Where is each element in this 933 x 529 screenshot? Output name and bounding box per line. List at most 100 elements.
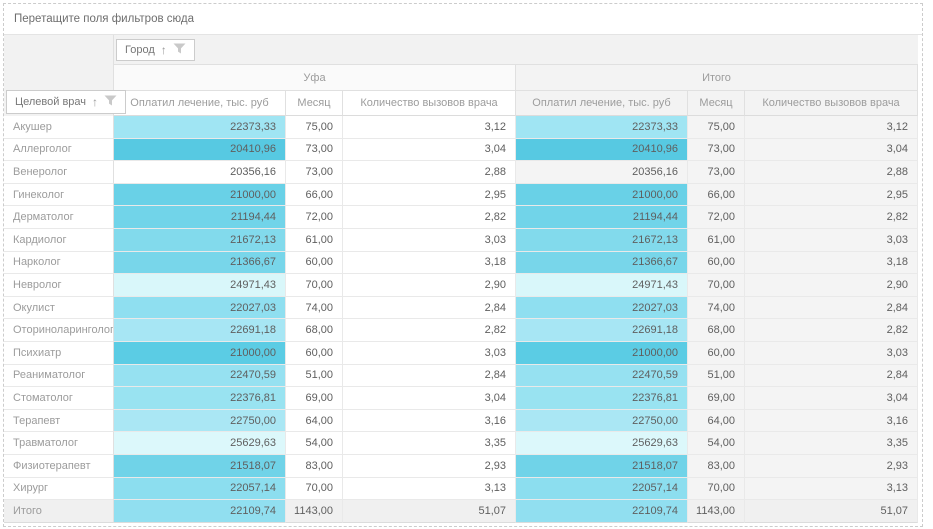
cell-month-total[interactable]: 70,00	[688, 274, 745, 297]
cell-paid-ufa[interactable]: 22373,33	[114, 116, 286, 139]
row-label[interactable]: Кардиолог	[4, 229, 114, 252]
cell-month-ufa[interactable]: 83,00	[286, 455, 343, 478]
cell-paid-total[interactable]: 21194,44	[516, 206, 688, 229]
cell-month-total[interactable]: 83,00	[688, 455, 745, 478]
cell-paid-total[interactable]: 22691,18	[516, 319, 688, 342]
cell-calls-ufa[interactable]: 2,84	[343, 365, 516, 388]
cell-calls-total[interactable]: 3,16	[745, 410, 918, 433]
cell-month-ufa[interactable]: 61,00	[286, 229, 343, 252]
cell-paid-ufa[interactable]: 22376,81	[114, 387, 286, 410]
filter-funnel-icon[interactable]	[104, 95, 117, 109]
cell-calls-total[interactable]: 2,82	[745, 319, 918, 342]
cell-month-total[interactable]: 61,00	[688, 229, 745, 252]
cell-calls-total[interactable]: 2,88	[745, 161, 918, 184]
cell-paid-total[interactable]: 20356,16	[516, 161, 688, 184]
cell-calls-ufa[interactable]: 2,88	[343, 161, 516, 184]
cell-paid-total[interactable]: 25629,63	[516, 432, 688, 455]
row-label[interactable]: Нарколог	[4, 252, 114, 275]
cell-calls-total[interactable]: 3,12	[745, 116, 918, 139]
cell-calls-total[interactable]: 3,03	[745, 229, 918, 252]
cell-month-total[interactable]: 73,00	[688, 139, 745, 162]
row-fields-area[interactable]: Целевой врач ↑	[4, 35, 114, 116]
cell-month-total[interactable]: 72,00	[688, 206, 745, 229]
cell-calls-ufa[interactable]: 3,03	[343, 342, 516, 365]
cell-month-ufa[interactable]: 70,00	[286, 478, 343, 501]
cell-calls-ufa[interactable]: 3,13	[343, 478, 516, 501]
cell-paid-ufa[interactable]: 20410,96	[114, 139, 286, 162]
cell-calls-ufa[interactable]: 3,35	[343, 432, 516, 455]
cell-calls-total[interactable]: 2,90	[745, 274, 918, 297]
cell-paid-total[interactable]: 21000,00	[516, 184, 688, 207]
cell-month-ufa[interactable]: 60,00	[286, 342, 343, 365]
cell-month-ufa[interactable]: 1143,00	[286, 500, 343, 523]
column-fields-area[interactable]: Город ↑	[114, 35, 918, 65]
cell-month-ufa[interactable]: 69,00	[286, 387, 343, 410]
cell-paid-ufa[interactable]: 22750,00	[114, 410, 286, 433]
row-label[interactable]: Итого	[4, 500, 114, 523]
cell-paid-total[interactable]: 22109,74	[516, 500, 688, 523]
cell-month-total[interactable]: 66,00	[688, 184, 745, 207]
cell-calls-total[interactable]: 3,18	[745, 252, 918, 275]
row-label[interactable]: Акушер	[4, 116, 114, 139]
cell-paid-total[interactable]: 22373,33	[516, 116, 688, 139]
cell-paid-ufa[interactable]: 20356,16	[114, 161, 286, 184]
cell-month-ufa[interactable]: 66,00	[286, 184, 343, 207]
row-field-target-doctor-button[interactable]: Целевой врач ↑	[6, 90, 126, 114]
cell-paid-ufa[interactable]: 21000,00	[114, 342, 286, 365]
row-label[interactable]: Физиотерапевт	[4, 455, 114, 478]
cell-month-ufa[interactable]: 68,00	[286, 319, 343, 342]
cell-paid-total[interactable]: 22750,00	[516, 410, 688, 433]
cell-calls-ufa[interactable]: 3,03	[343, 229, 516, 252]
cell-calls-ufa[interactable]: 3,16	[343, 410, 516, 433]
cell-month-ufa[interactable]: 73,00	[286, 161, 343, 184]
cell-paid-total[interactable]: 22057,14	[516, 478, 688, 501]
row-label[interactable]: Оториноларинголог	[4, 319, 114, 342]
cell-calls-ufa[interactable]: 2,90	[343, 274, 516, 297]
cell-paid-total[interactable]: 22470,59	[516, 365, 688, 388]
row-label[interactable]: Стоматолог	[4, 387, 114, 410]
cell-paid-total[interactable]: 21518,07	[516, 455, 688, 478]
cell-paid-ufa[interactable]: 21194,44	[114, 206, 286, 229]
cell-calls-ufa[interactable]: 2,95	[343, 184, 516, 207]
cell-month-ufa[interactable]: 54,00	[286, 432, 343, 455]
row-label[interactable]: Венеролог	[4, 161, 114, 184]
cell-calls-total[interactable]: 3,35	[745, 432, 918, 455]
cell-paid-ufa[interactable]: 21366,67	[114, 252, 286, 275]
row-label[interactable]: Реаниматолог	[4, 365, 114, 388]
cell-month-total[interactable]: 69,00	[688, 387, 745, 410]
cell-month-ufa[interactable]: 51,00	[286, 365, 343, 388]
cell-calls-ufa[interactable]: 2,93	[343, 455, 516, 478]
row-label[interactable]: Терапевт	[4, 410, 114, 433]
cell-calls-total[interactable]: 2,84	[745, 365, 918, 388]
cell-month-total[interactable]: 64,00	[688, 410, 745, 433]
filter-drop-area[interactable]: Перетащите поля фильтров сюда	[4, 4, 922, 35]
cell-calls-ufa[interactable]: 3,04	[343, 139, 516, 162]
cell-month-ufa[interactable]: 75,00	[286, 116, 343, 139]
cell-paid-total[interactable]: 22027,03	[516, 297, 688, 320]
cell-calls-total[interactable]: 2,84	[745, 297, 918, 320]
cell-paid-ufa[interactable]: 21672,13	[114, 229, 286, 252]
cell-month-total[interactable]: 75,00	[688, 116, 745, 139]
cell-paid-ufa[interactable]: 22109,74	[114, 500, 286, 523]
cell-calls-total[interactable]: 2,82	[745, 206, 918, 229]
cell-month-ufa[interactable]: 74,00	[286, 297, 343, 320]
cell-paid-ufa[interactable]: 24971,43	[114, 274, 286, 297]
cell-calls-total[interactable]: 3,13	[745, 478, 918, 501]
column-field-city-button[interactable]: Город ↑	[116, 39, 195, 61]
cell-paid-ufa[interactable]: 22057,14	[114, 478, 286, 501]
cell-calls-total[interactable]: 3,04	[745, 139, 918, 162]
cell-paid-total[interactable]: 24971,43	[516, 274, 688, 297]
filter-funnel-icon[interactable]	[173, 43, 186, 57]
cell-paid-total[interactable]: 21000,00	[516, 342, 688, 365]
cell-month-total[interactable]: 68,00	[688, 319, 745, 342]
cell-month-ufa[interactable]: 64,00	[286, 410, 343, 433]
cell-calls-ufa[interactable]: 3,12	[343, 116, 516, 139]
cell-month-total[interactable]: 60,00	[688, 252, 745, 275]
row-label[interactable]: Травматолог	[4, 432, 114, 455]
cell-month-ufa[interactable]: 70,00	[286, 274, 343, 297]
row-label[interactable]: Хирург	[4, 478, 114, 501]
row-label[interactable]: Аллерголог	[4, 139, 114, 162]
cell-paid-ufa[interactable]: 21000,00	[114, 184, 286, 207]
row-label[interactable]: Гинеколог	[4, 184, 114, 207]
cell-month-total[interactable]: 73,00	[688, 161, 745, 184]
